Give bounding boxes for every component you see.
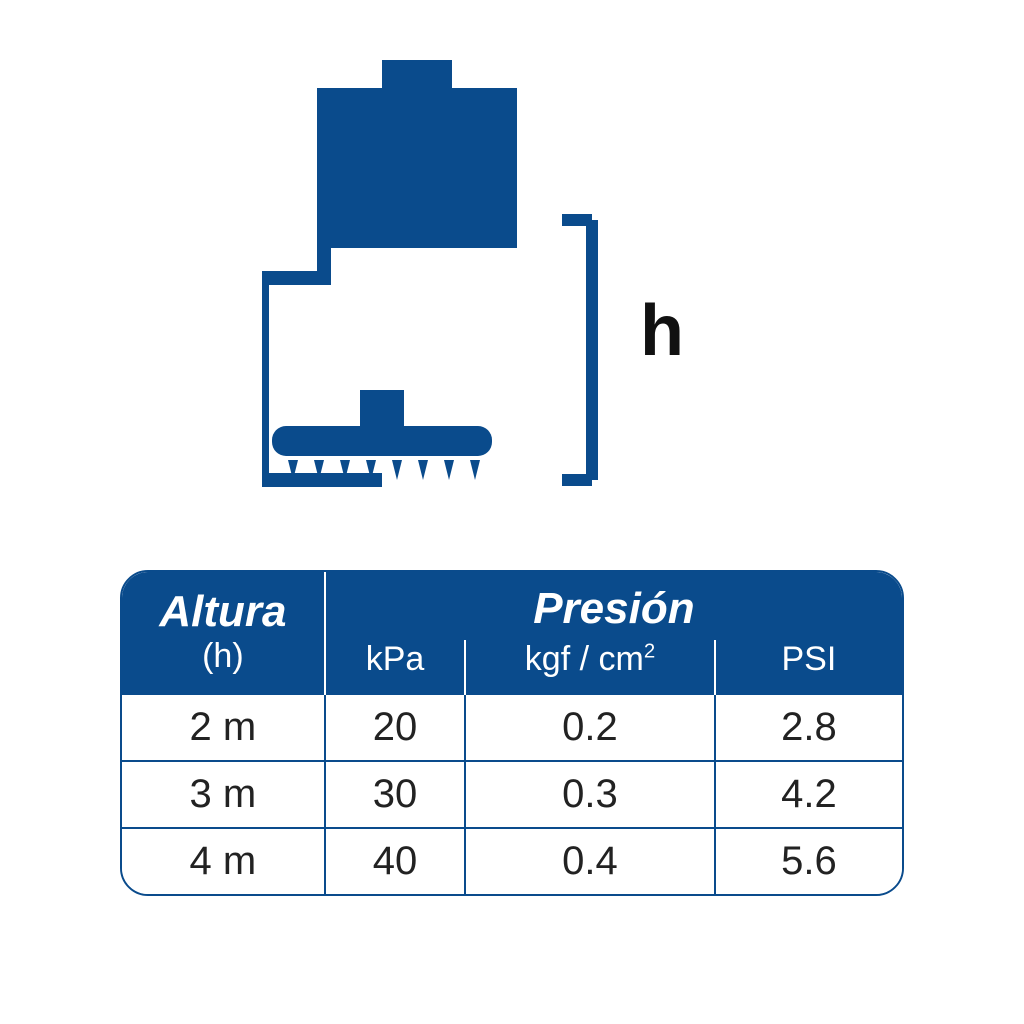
cell-kpa: 40 — [325, 828, 465, 894]
cell-altura: 3 m — [122, 761, 325, 828]
cell-kpa: 20 — [325, 694, 465, 761]
header-altura-sub: (h) — [122, 637, 324, 690]
pressure-diagram — [262, 60, 762, 510]
cell-altura: 4 m — [122, 828, 325, 894]
table-row: 4 m 40 0.4 5.6 — [122, 828, 902, 894]
cell-altura: 2 m — [122, 694, 325, 761]
shower-head-icon — [272, 426, 492, 456]
table-row: 3 m 30 0.3 4.2 — [122, 761, 902, 828]
pressure-table-element: Altura (h) Presión kPa kgf / cm2 PSI 2 m… — [122, 572, 902, 894]
tank-body-icon — [317, 88, 517, 248]
height-bracket-icon — [562, 220, 592, 480]
col-header-kpa: kPa — [325, 640, 465, 694]
cell-psi: 5.6 — [715, 828, 902, 894]
col-header-presion: Presión — [325, 572, 902, 640]
cell-kgfcm2: 0.2 — [465, 694, 715, 761]
cell-kgfcm2: 0.3 — [465, 761, 715, 828]
table-body: 2 m 20 0.2 2.8 3 m 30 0.3 4.2 4 m 40 0.4… — [122, 694, 902, 894]
shower-stem-icon — [360, 390, 404, 430]
cell-kpa: 30 — [325, 761, 465, 828]
col-header-kgfcm2: kgf / cm2 — [465, 640, 715, 694]
height-label: h — [640, 290, 684, 372]
cell-psi: 2.8 — [715, 694, 902, 761]
tank-shower-svg — [262, 60, 762, 510]
tank-cap-icon — [382, 60, 452, 88]
header-altura-title: Altura — [122, 575, 324, 637]
table-row: 2 m 20 0.2 2.8 — [122, 694, 902, 761]
col-header-altura: Altura (h) — [122, 572, 325, 694]
cell-kgfcm2: 0.4 — [465, 828, 715, 894]
col-header-psi: PSI — [715, 640, 902, 694]
cell-psi: 4.2 — [715, 761, 902, 828]
pressure-table: Altura (h) Presión kPa kgf / cm2 PSI 2 m… — [120, 570, 904, 896]
